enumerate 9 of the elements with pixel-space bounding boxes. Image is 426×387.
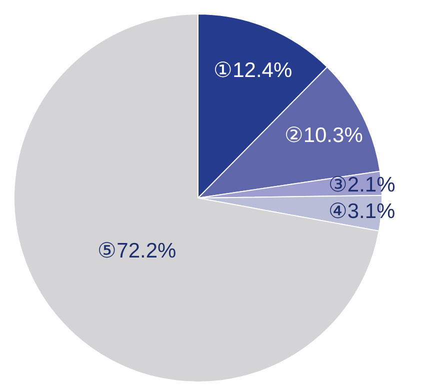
slice-label: ③: [328, 174, 348, 197]
data-label: 10.3%: [303, 124, 363, 148]
data-label: 3.1%: [347, 200, 396, 223]
slice-label: ④: [328, 200, 348, 223]
slice-label: ②: [284, 124, 304, 148]
data-label: 72.2%: [116, 240, 176, 263]
slice-label: ⑤: [98, 240, 117, 263]
slice-label: ①: [214, 58, 233, 82]
data-label: 12.4%: [232, 58, 292, 82]
